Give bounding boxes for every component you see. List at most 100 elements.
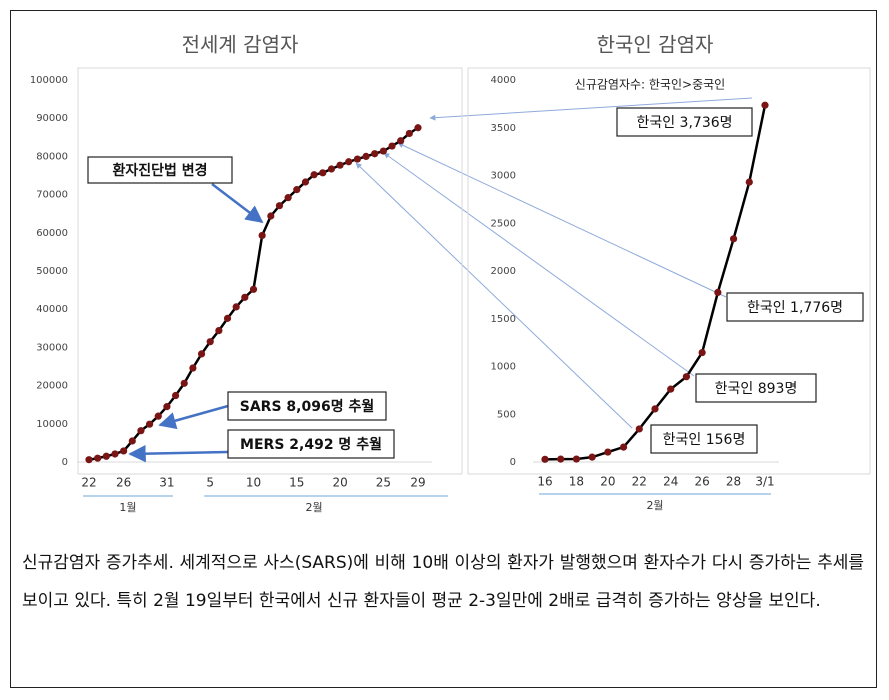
data-point (85, 456, 93, 464)
annotation-box (227, 391, 387, 421)
figure-frame (10, 10, 877, 688)
data-point (761, 101, 769, 109)
x-group-label: 1월 (119, 501, 136, 514)
data-point (379, 147, 387, 155)
data-point (249, 285, 258, 293)
annotation-box (616, 107, 753, 137)
y-tick-label: 0 (510, 457, 516, 468)
y-tick-label: 40000 (36, 304, 68, 315)
annotation-arrow (158, 404, 229, 430)
data-point (714, 288, 722, 296)
chart-title: 한국인 감염자 (597, 33, 714, 57)
data-point (682, 373, 691, 381)
plot-frame (467, 67, 871, 475)
data-point (232, 303, 240, 311)
data-point (120, 447, 128, 455)
annotation-arrow (211, 183, 264, 224)
data-point (215, 326, 223, 335)
data-point (197, 350, 206, 358)
data-point (414, 124, 422, 132)
x-tick-label: 20 (332, 476, 347, 490)
data-point (154, 412, 162, 420)
x-tick-label: 28 (726, 475, 741, 489)
data-point (180, 379, 188, 387)
annotation-text: 한국인 893명 (715, 381, 798, 397)
data-point (405, 129, 413, 138)
data-point (111, 450, 119, 458)
annotation-box (650, 424, 758, 454)
x-tick-label: 22 (81, 476, 96, 490)
y-tick-label: 100000 (30, 75, 68, 86)
chart-title: 전세계 감염자 (182, 33, 299, 57)
data-point (698, 348, 706, 357)
annotation-text: MERS 2,492 명 추월 (240, 436, 382, 453)
data-point (667, 385, 675, 393)
subtitle: 신규감염자수: 한국인>중국인 (575, 78, 725, 92)
annotation-text: 한국인 1,776명 (747, 300, 843, 316)
data-point (397, 137, 405, 145)
x-group-label: 2월 (646, 499, 663, 512)
data-point (206, 338, 214, 346)
data-point (729, 235, 738, 243)
annotation-text: 한국인 156명 (663, 432, 746, 448)
y-tick-label: 1500 (491, 314, 516, 325)
data-point (588, 453, 596, 461)
data-point (336, 161, 344, 169)
data-point (319, 169, 327, 177)
data-point (301, 178, 310, 186)
data-point (619, 443, 628, 451)
annotation-text: 한국인 3,736명 (636, 115, 732, 131)
x-tick-label: 24 (663, 475, 678, 489)
data-point (371, 150, 379, 158)
x-tick-label: 3/1 (755, 475, 774, 489)
data-point (293, 186, 301, 194)
x-tick-label: 31 (159, 476, 174, 490)
data-point (189, 364, 197, 372)
caption: 신규감염자 증가추세. 세계적으로 사스(SARS)에 비해 10배 이상의 환… (22, 553, 864, 611)
y-tick-label: 10000 (36, 419, 68, 430)
connector-lines (355, 97, 753, 429)
y-tick-label: 90000 (36, 113, 68, 124)
y-tick-label: 30000 (36, 342, 68, 353)
annotation-arrow (128, 444, 229, 463)
data-point (275, 202, 284, 210)
y-tick-label: 2500 (491, 218, 516, 229)
annotation-box (695, 373, 817, 403)
x-tick-label: 5 (206, 476, 214, 490)
x-group-label: 2월 (306, 501, 323, 514)
data-point (541, 455, 549, 463)
data-point (94, 454, 102, 462)
y-tick-label: 2000 (491, 266, 516, 277)
data-point (651, 405, 659, 413)
data-point (128, 437, 136, 445)
data-point (604, 448, 612, 456)
data-point (353, 155, 361, 163)
annotation-box (87, 156, 233, 184)
annotation-box (726, 292, 864, 322)
data-point (327, 165, 336, 173)
data-point (171, 391, 180, 400)
data-point (310, 171, 318, 179)
y-tick-label: 50000 (36, 266, 68, 277)
y-tick-label: 1000 (491, 362, 516, 373)
y-tick-label: 3500 (491, 123, 516, 134)
annotation-text: 환자진단법 변경 (112, 162, 207, 179)
plot-frame (77, 67, 463, 475)
y-tick-label: 0 (62, 457, 68, 468)
data-point (267, 212, 275, 220)
x-tick-label: 29 (410, 476, 425, 490)
data-point (137, 427, 145, 435)
x-tick-label: 10 (246, 476, 261, 490)
data-point (146, 420, 154, 428)
x-tick-label: 16 (537, 475, 552, 489)
x-tick-label: 20 (600, 475, 615, 489)
data-point (102, 452, 110, 460)
charts: 전세계 감염자010000200003000040000500006000070… (30, 33, 871, 514)
data-point (388, 142, 396, 150)
y-tick-label: 70000 (36, 190, 68, 201)
data-point (745, 178, 753, 186)
data-point (557, 455, 565, 463)
x-tick-label: 26 (116, 476, 131, 490)
annotation-text: SARS 8,096명 추월 (240, 398, 374, 415)
